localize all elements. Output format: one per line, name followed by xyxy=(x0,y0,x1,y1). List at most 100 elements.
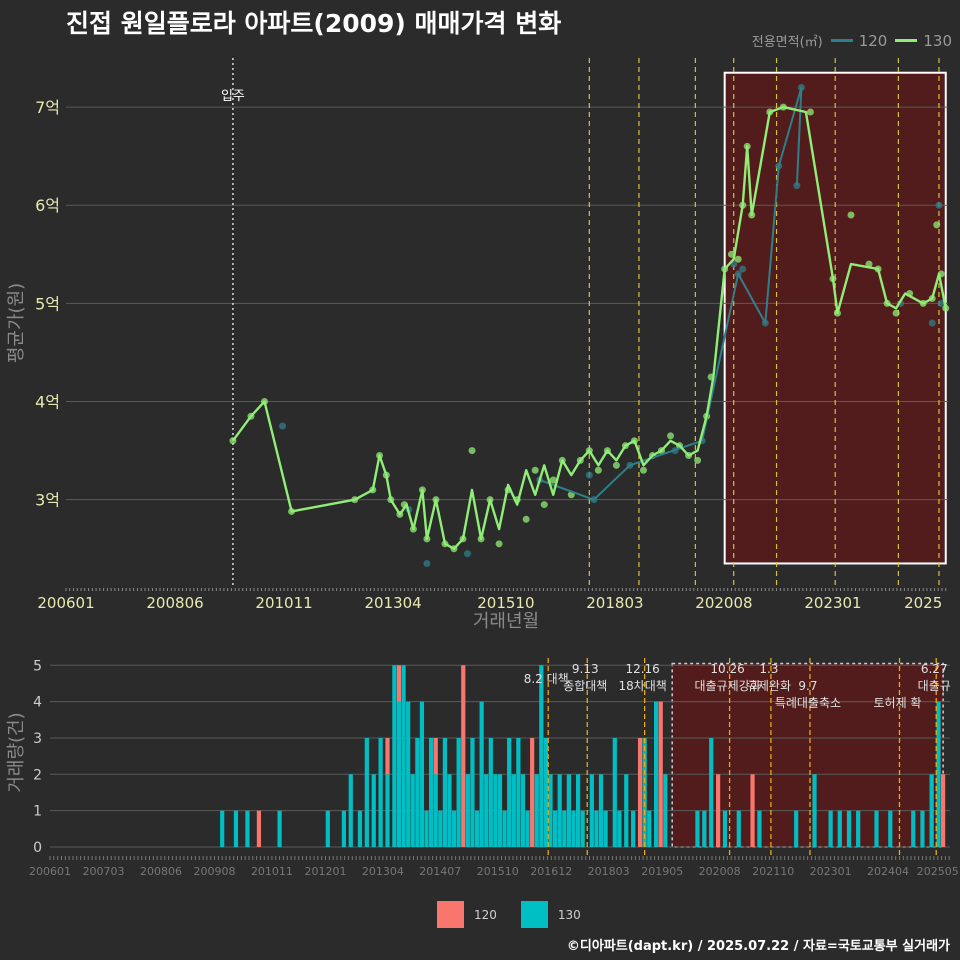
bar-120 xyxy=(461,665,466,847)
x-tick-label: 202110 xyxy=(752,865,794,878)
data-point-120 xyxy=(423,559,431,567)
bar-130 xyxy=(415,737,420,847)
y-axis-title: 거래량(건) xyxy=(6,712,27,792)
bar-130 xyxy=(511,774,516,847)
policy-label: 9.13 xyxy=(572,662,599,676)
x-tick-label: 201612 xyxy=(530,865,572,878)
legend-bottom-swatch-130 xyxy=(520,901,548,928)
x-tick-label: 201011 xyxy=(251,865,293,878)
y-tick-label: 1 xyxy=(33,804,42,820)
bar-130 xyxy=(702,810,707,847)
bar-120 xyxy=(385,737,390,775)
data-point-130 xyxy=(540,501,548,509)
bar-130 xyxy=(888,810,893,847)
y-tick-label: 3 xyxy=(33,731,42,747)
highlight-box xyxy=(723,71,947,565)
bar-130 xyxy=(837,810,842,847)
data-point-120 xyxy=(279,422,287,430)
bar-130 xyxy=(479,701,484,847)
x-tick-label: 200703 xyxy=(83,865,125,878)
bar-130 xyxy=(612,737,617,847)
policy-label: 12.16 xyxy=(625,662,659,676)
legend-title: 전용면적(㎡) xyxy=(751,35,823,50)
x-tick-label: 202301 xyxy=(810,865,852,878)
y-tick-label: 7억 xyxy=(35,98,60,117)
legend-bottom-item-130: 130 xyxy=(520,901,581,928)
bar-130 xyxy=(410,774,415,847)
bar-130 xyxy=(401,665,406,847)
policy-label: 6.27 xyxy=(921,662,948,676)
bar-130 xyxy=(277,810,282,847)
bar-130 xyxy=(497,774,503,847)
policy-label: 토허제 확 xyxy=(873,696,921,710)
bar-130 xyxy=(663,774,668,847)
bar-130 xyxy=(520,774,526,847)
data-point-130 xyxy=(694,456,702,464)
bar-130 xyxy=(378,737,383,847)
bar-130 xyxy=(456,737,461,847)
bar-130 xyxy=(624,774,629,847)
policy-label: 9.7 xyxy=(798,679,817,693)
bar-130 xyxy=(589,774,594,847)
bar-130 xyxy=(424,810,429,847)
bar-130 xyxy=(438,810,443,847)
x-tick-label: 201011 xyxy=(255,594,312,612)
bar-130 xyxy=(357,810,363,847)
data-point-120 xyxy=(935,201,943,209)
bar-120 xyxy=(750,774,755,847)
legend-item-120: 120 xyxy=(830,32,887,50)
bar-130 xyxy=(874,810,879,847)
bar-130 xyxy=(757,810,762,847)
data-point-130 xyxy=(468,447,476,455)
policy-label: 18차대책 xyxy=(618,678,666,693)
data-point-130 xyxy=(734,255,742,263)
chart-title: 진접 원일플로라 아파트(2009) 매매가격 변화 xyxy=(66,9,562,38)
bar-130 xyxy=(474,810,480,847)
bar-130 xyxy=(233,810,239,847)
data-point-130 xyxy=(847,211,855,219)
bar-120 xyxy=(637,737,643,847)
policy-label: 특례대출축소 xyxy=(775,696,841,710)
bar-130 xyxy=(419,701,425,847)
bar-130 xyxy=(516,737,521,847)
bar-130 xyxy=(364,737,369,847)
y-tick-label: 6억 xyxy=(35,196,60,215)
bar-130 xyxy=(557,774,562,847)
bar-120 xyxy=(396,665,402,702)
legend-bottom-swatch-120 xyxy=(437,901,464,928)
x-tick-label: 200806 xyxy=(140,865,182,878)
bar-130 xyxy=(856,810,861,847)
x-tick-label: 2025 xyxy=(904,594,942,612)
bar-130 xyxy=(348,774,353,847)
data-point-120 xyxy=(585,471,593,479)
data-point-130 xyxy=(806,108,814,116)
y-tick-label: 0 xyxy=(33,840,42,856)
policy-label: 1.3 xyxy=(759,662,778,676)
x-tick-label: 202505 xyxy=(917,865,959,878)
y-tick-label: 5억 xyxy=(35,294,60,313)
bar-130 xyxy=(493,774,498,847)
bar-130 xyxy=(654,701,659,847)
bar-130 xyxy=(396,701,402,847)
series-line-130 xyxy=(231,105,947,550)
x-tick-label: 201510 xyxy=(477,594,534,612)
bar-130 xyxy=(385,774,390,847)
bar-130 xyxy=(647,810,652,847)
data-point-130 xyxy=(612,461,620,469)
y-tick-label: 5 xyxy=(33,658,42,674)
data-point-130 xyxy=(522,515,530,523)
bar-130 xyxy=(911,810,916,847)
bar-130 xyxy=(406,701,411,847)
policy-label: 10.26 xyxy=(710,662,744,676)
bar-130 xyxy=(553,810,558,847)
x-tick-label: 202008 xyxy=(699,865,741,878)
x-tick-label: 200601 xyxy=(29,865,71,878)
x-tick-label: 201803 xyxy=(588,865,630,878)
policy-label: 대출규제강화 xyxy=(694,679,760,693)
data-point-120 xyxy=(464,550,472,558)
volume-chart: 0 1 2 3 4 5 8.2 대책9.13 종합대책 12.16 18차대책 10.26 대출규제강… xyxy=(6,658,959,878)
x-tick-label: 201407 xyxy=(419,865,461,878)
bar-130 xyxy=(631,810,636,847)
x-tick-label: 202404 xyxy=(867,865,909,878)
bar-130 xyxy=(929,774,934,847)
